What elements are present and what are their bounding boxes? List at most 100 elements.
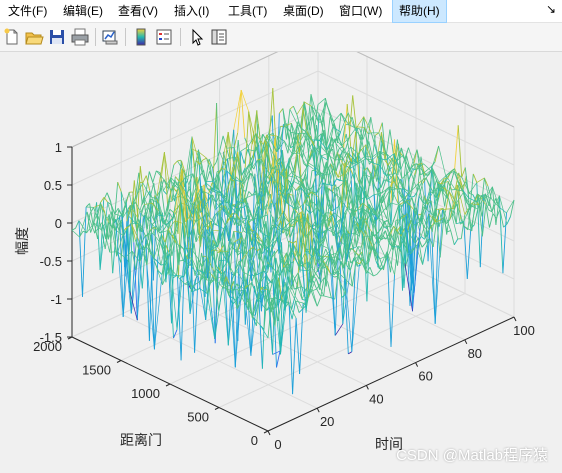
print-icon[interactable]: [70, 27, 90, 47]
menu-desktop[interactable]: 桌面(D): [283, 4, 324, 18]
grid-line: [71, 52, 279, 148]
mesh-line: [78, 220, 87, 234]
open-file-icon[interactable]: [24, 27, 44, 47]
mesh-line: [412, 226, 421, 312]
mesh-line: [295, 318, 301, 375]
mesh-line: [364, 230, 369, 250]
mesh-line: [300, 261, 309, 267]
surface-plot[interactable]: -1.5-1-0.500.510204060801000500100015002…: [0, 52, 562, 473]
mesh-line: [244, 202, 254, 219]
mesh-line: [484, 186, 493, 199]
dock-arrow-icon[interactable]: ↘: [545, 2, 556, 16]
mesh-line: [403, 230, 409, 288]
mesh-line: [247, 148, 256, 152]
mesh-line: [406, 155, 411, 170]
mesh-line: [461, 186, 471, 211]
mesh-line: [455, 192, 464, 204]
mesh-line: [376, 207, 381, 218]
mesh-line: [390, 274, 395, 347]
mesh-line: [230, 241, 235, 255]
mesh-line: [263, 214, 268, 217]
mesh-line: [396, 188, 405, 204]
mesh-line: [371, 246, 377, 262]
mesh-line: [312, 145, 321, 154]
mesh-line: [152, 232, 161, 244]
mesh-line: [272, 350, 281, 355]
mesh-line: [223, 205, 233, 230]
mesh-line: [145, 175, 151, 191]
mesh-line: [286, 252, 295, 290]
mesh-line: [250, 286, 255, 356]
pointer-icon[interactable]: [187, 27, 207, 47]
mesh-line: [345, 133, 351, 155]
mesh-line: [294, 278, 303, 300]
mesh-line: [199, 256, 204, 289]
x-tick-label: 40: [369, 391, 383, 406]
mesh-line: [379, 251, 388, 269]
menu-file[interactable]: 文件(F): [8, 4, 48, 18]
mesh-line: [290, 215, 299, 226]
mesh-line: [264, 173, 273, 182]
mesh-line: [216, 224, 225, 230]
mesh-line: [308, 116, 313, 140]
menu-tools[interactable]: 工具(T): [228, 4, 268, 18]
mesh-line: [402, 188, 411, 198]
mesh-line: [321, 250, 330, 260]
mesh-line: [329, 256, 337, 259]
mesh-line: [365, 270, 374, 277]
mesh-line: [248, 155, 254, 165]
mesh-line: [184, 280, 189, 285]
mesh-line: [86, 211, 95, 234]
mesh-line: [368, 159, 374, 165]
mesh-line: [425, 237, 431, 248]
mesh-line: [506, 199, 515, 214]
mesh-line: [107, 201, 112, 205]
mesh-line: [492, 213, 497, 219]
mesh-line: [243, 288, 249, 310]
mesh-line: [409, 200, 414, 226]
mesh-line: [456, 203, 461, 225]
mesh-line: [423, 163, 432, 172]
menu-view[interactable]: 查看(V): [118, 4, 158, 18]
mesh-line: [480, 177, 485, 212]
colorbar-icon[interactable]: [131, 27, 151, 47]
mesh-line: [299, 269, 308, 272]
mesh-line: [205, 182, 214, 190]
mesh-line: [292, 318, 297, 395]
mesh-line: [454, 168, 463, 188]
mesh-line: [228, 295, 237, 301]
mesh-line: [186, 264, 191, 267]
mesh-line: [193, 190, 202, 216]
legend-icon[interactable]: [154, 27, 174, 47]
property-editor-icon[interactable]: [209, 27, 229, 47]
mesh-line: [357, 144, 367, 154]
menu-help[interactable]: 帮助(H): [392, 0, 447, 23]
new-figure-icon[interactable]: [2, 27, 22, 47]
mesh-line: [260, 224, 265, 233]
menu-edit[interactable]: 编辑(E): [63, 4, 103, 18]
mesh-line: [328, 137, 333, 153]
mesh-line: [108, 214, 118, 257]
mesh-line: [304, 216, 313, 228]
mesh-line: [147, 241, 156, 263]
mesh-line: [163, 152, 169, 211]
mesh-line: [301, 185, 310, 191]
mesh-line: [276, 351, 281, 368]
mesh-line: [142, 182, 151, 197]
mesh-line: [220, 251, 229, 346]
mesh-line: [237, 197, 243, 206]
save-icon[interactable]: [47, 27, 67, 47]
mesh-line: [348, 351, 353, 355]
mesh-line: [357, 246, 362, 248]
link-plot-icon[interactable]: [100, 27, 120, 47]
mesh-line: [156, 152, 165, 197]
mesh-line: [358, 183, 368, 200]
menu-window[interactable]: 窗口(W): [339, 4, 383, 18]
mesh-line: [123, 235, 132, 314]
mesh-line: [232, 300, 237, 305]
mesh-line: [174, 220, 183, 224]
mesh-line: [153, 234, 162, 259]
mesh-line: [171, 176, 176, 202]
menu-insert[interactable]: 插入(I): [174, 4, 210, 18]
mesh-line: [426, 209, 435, 217]
